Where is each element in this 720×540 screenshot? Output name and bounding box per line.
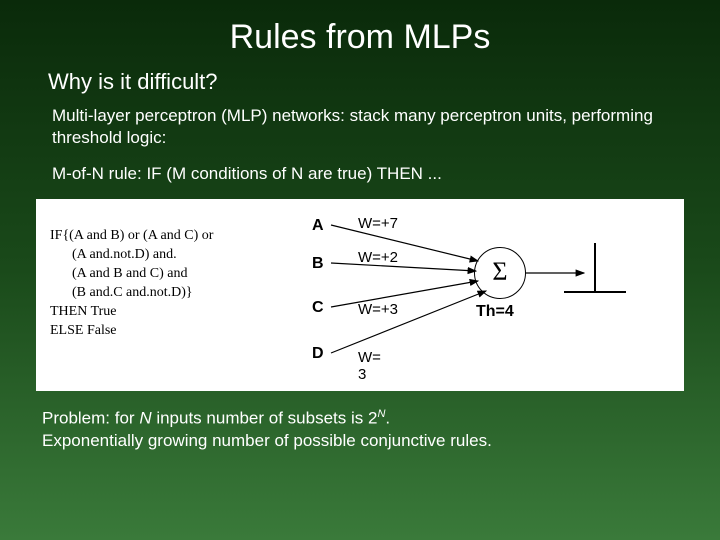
slide-subtitle: Why is it difficult? xyxy=(0,69,720,105)
footer-N: N xyxy=(139,409,151,428)
sigma-node: Σ xyxy=(474,247,526,299)
output-step-vertical xyxy=(594,243,596,293)
paragraph-2: M-of-N rule: IF (M conditions of N are t… xyxy=(0,163,720,185)
output-step-base xyxy=(564,291,626,293)
diagram-arrows xyxy=(36,199,684,391)
slide-title: Rules from MLPs xyxy=(0,0,720,69)
footer-post: . xyxy=(385,409,390,428)
paragraph-1: Multi-layer perceptron (MLP) networks: s… xyxy=(0,105,720,149)
perceptron-diagram: IF{(A and B) or (A and C) or (A and.not.… xyxy=(36,199,684,391)
footer-text: Problem: for N inputs number of subsets … xyxy=(0,407,720,452)
footer-pre: Problem: for xyxy=(42,409,139,428)
footer-line-2: Exponentially growing number of possible… xyxy=(42,431,492,450)
footer-mid: inputs number of subsets is 2 xyxy=(152,409,378,428)
threshold-label: Th=4 xyxy=(476,303,514,321)
